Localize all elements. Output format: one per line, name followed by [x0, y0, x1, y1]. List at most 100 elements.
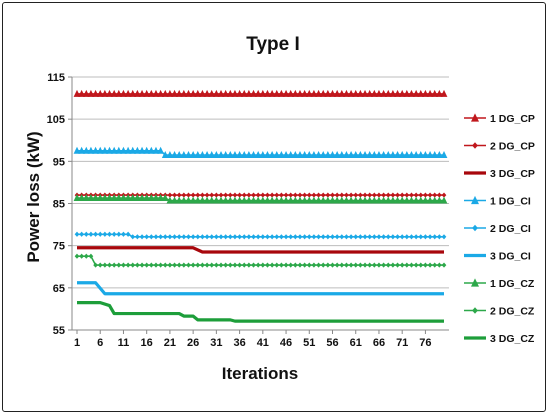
- data-point-1-dg-cz: [440, 196, 448, 204]
- data-point-2-dg-cz: [93, 262, 98, 268]
- data-point-2-dg-cz: [223, 262, 228, 268]
- data-point-2-dg-ci: [260, 234, 266, 240]
- data-point-1-dg-cp: [305, 89, 313, 97]
- data-point-1-dg-cp: [356, 89, 364, 97]
- data-point-1-dg-ci: [110, 146, 118, 154]
- data-point-1-dg-cp: [157, 89, 165, 97]
- data-point-2-dg-cz: [125, 262, 131, 268]
- data-point-2-dg-cp: [306, 192, 312, 198]
- data-point-1-dg-cp: [291, 89, 299, 97]
- data-point-2-dg-cp: [311, 192, 317, 198]
- data-point-1-dg-ci: [161, 151, 169, 159]
- data-point-2-dg-cz: [288, 262, 294, 268]
- data-point-1-dg-cp: [96, 89, 104, 97]
- y-tick-label: 95: [53, 156, 65, 168]
- data-point-1-dg-ci: [217, 151, 225, 159]
- y-axis-title: Power loss (kW): [24, 131, 43, 262]
- legend-label-1-dg-ci: 1 DG_CI: [490, 196, 531, 208]
- x-tick-label: 66: [373, 337, 385, 349]
- data-point-2-dg-ci: [344, 234, 349, 240]
- data-point-2-dg-ci: [167, 234, 173, 240]
- data-point-1-dg-ci: [231, 151, 239, 159]
- data-point-1-dg-ci: [268, 151, 276, 159]
- data-point-2-dg-cz: [409, 262, 414, 268]
- data-point-2-dg-cz: [130, 262, 136, 268]
- data-point-2-dg-ci: [339, 234, 345, 240]
- data-point-2-dg-cz: [306, 262, 312, 268]
- data-point-1-dg-cz: [143, 194, 151, 202]
- data-point-1-dg-ci: [389, 151, 397, 159]
- data-point-2-dg-cz: [339, 262, 345, 268]
- data-point-1-dg-ci: [226, 151, 234, 159]
- data-point-2-dg-cp: [399, 192, 405, 198]
- data-point-1-dg-cz: [180, 196, 188, 204]
- data-point-1-dg-cp: [301, 89, 309, 97]
- series-3-dg-ci: [77, 281, 444, 296]
- data-point-2-dg-cp: [404, 192, 410, 198]
- data-point-2-dg-cz: [176, 262, 182, 268]
- data-point-2-dg-ci: [153, 234, 159, 240]
- data-point-1-dg-cp: [161, 89, 169, 97]
- data-point-1-dg-ci: [138, 146, 146, 154]
- data-point-1-dg-cz: [175, 196, 183, 204]
- data-point-1-dg-ci: [370, 151, 378, 159]
- data-point-1-dg-cz: [384, 196, 392, 204]
- data-point-1-dg-cp: [435, 89, 443, 97]
- data-point-2-dg-cz: [135, 262, 140, 268]
- data-point-1-dg-cp: [106, 89, 113, 97]
- chart-title: Type I: [246, 34, 300, 55]
- data-point-2-dg-cz: [102, 262, 108, 268]
- data-point-2-dg-cz: [97, 262, 103, 268]
- data-point-2-dg-cz: [107, 262, 112, 268]
- data-point-1-dg-cp: [347, 89, 355, 97]
- data-point-2-dg-cp: [353, 192, 359, 198]
- data-point-2-dg-cp: [186, 192, 191, 198]
- data-point-2-dg-ci: [223, 234, 228, 240]
- data-point-2-dg-cp: [274, 192, 280, 198]
- legend-label-3-dg-cp: 3 DG_CP: [490, 168, 535, 180]
- data-point-2-dg-ci: [74, 231, 80, 237]
- data-point-1-dg-cp: [370, 89, 378, 97]
- x-tick-label: 1: [74, 337, 80, 349]
- data-point-2-dg-cz: [153, 262, 159, 268]
- data-point-2-dg-cp: [214, 192, 219, 198]
- data-point-1-dg-cp: [259, 89, 267, 97]
- data-point-1-dg-ci: [129, 146, 137, 154]
- data-point-1-dg-ci: [431, 151, 439, 159]
- data-point-1-dg-ci: [78, 146, 86, 154]
- data-point-1-dg-cp: [273, 89, 281, 97]
- legend-marker-1-dg-ci: [471, 195, 479, 205]
- data-point-2-dg-ci: [162, 234, 168, 240]
- data-point-2-dg-ci: [265, 234, 270, 240]
- data-point-1-dg-ci: [254, 151, 262, 159]
- data-point-2-dg-ci: [209, 234, 215, 240]
- data-point-1-dg-cp: [296, 89, 304, 97]
- data-point-1-dg-cp: [226, 89, 234, 97]
- data-point-1-dg-cz: [291, 196, 299, 204]
- data-point-1-dg-cz: [310, 196, 318, 204]
- data-point-1-dg-ci: [305, 151, 313, 159]
- data-point-2-dg-ci: [111, 231, 117, 237]
- data-point-2-dg-cp: [344, 192, 349, 198]
- data-point-2-dg-cz: [186, 262, 191, 268]
- data-point-1-dg-ci: [92, 146, 99, 154]
- data-point-1-dg-cz: [375, 196, 383, 204]
- series-2-dg-cz: [74, 253, 447, 268]
- data-point-1-dg-cp: [310, 89, 318, 97]
- data-point-1-dg-ci: [287, 151, 295, 159]
- legend-item-3-dg-ci: 3 DG_CI: [464, 251, 531, 263]
- data-point-1-dg-ci: [380, 151, 388, 159]
- data-point-2-dg-ci: [237, 234, 242, 240]
- data-point-2-dg-ci: [200, 234, 205, 240]
- data-point-1-dg-cp: [82, 89, 90, 97]
- data-point-1-dg-cp: [412, 89, 420, 97]
- data-point-1-dg-cp: [278, 89, 285, 97]
- data-point-2-dg-cp: [246, 192, 252, 198]
- data-point-1-dg-ci: [120, 146, 127, 154]
- data-point-1-dg-cp: [138, 89, 146, 97]
- data-point-1-dg-ci: [236, 151, 243, 159]
- data-point-2-dg-ci: [144, 234, 150, 240]
- data-point-1-dg-ci: [422, 151, 429, 159]
- data-point-2-dg-cz: [232, 262, 238, 268]
- data-point-2-dg-cz: [423, 262, 428, 268]
